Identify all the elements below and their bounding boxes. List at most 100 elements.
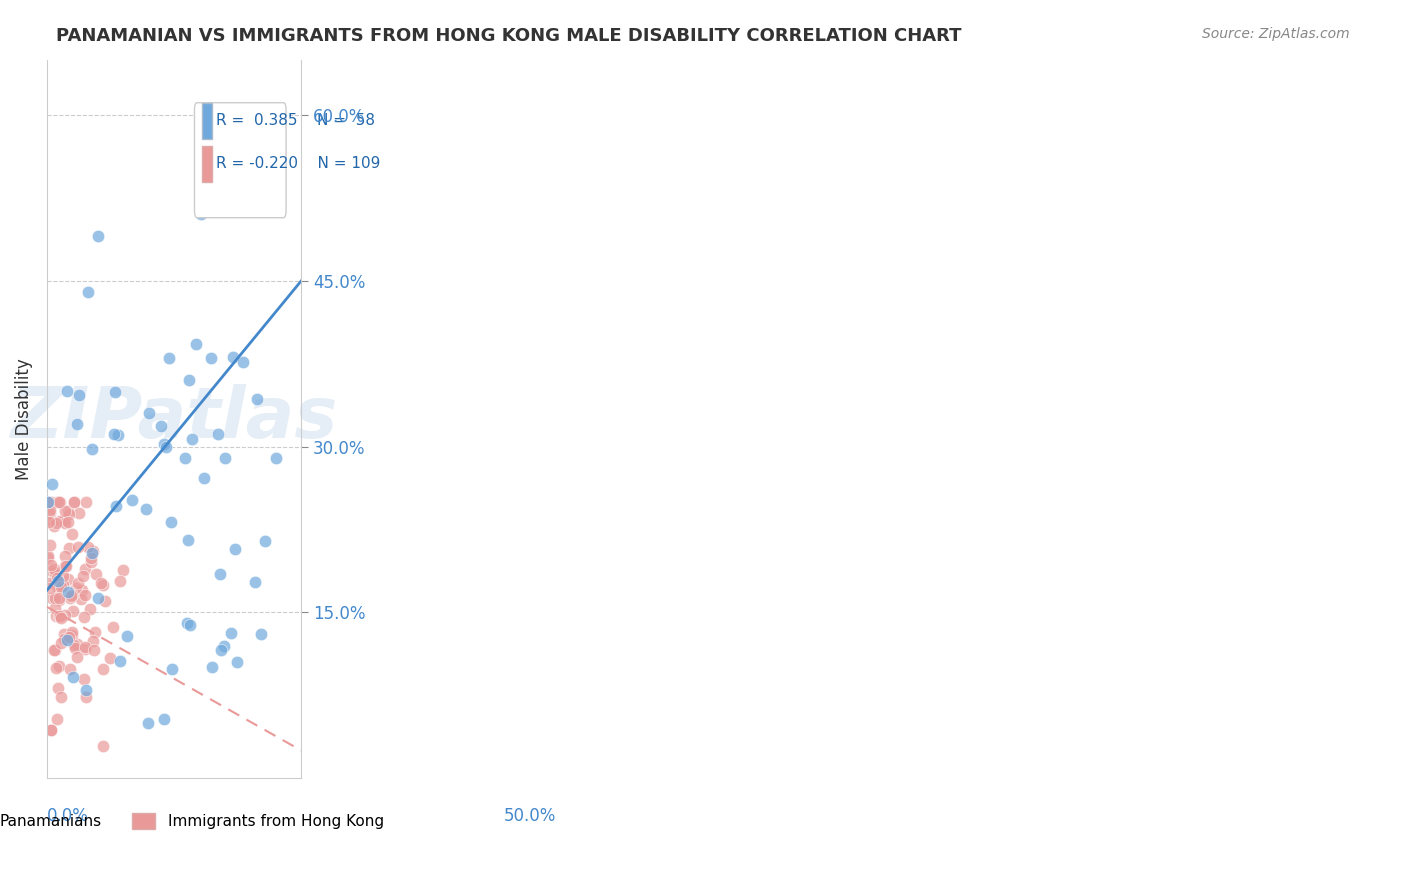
FancyBboxPatch shape [202, 103, 212, 138]
Point [49, 580, 72, 594]
Point [93, 739, 115, 753]
Point [80, 555, 103, 569]
Point [55, 549, 77, 563]
Point [104, 384, 127, 399]
Point [208, 567, 231, 582]
Point [87, 591, 110, 605]
Point [254, 533, 277, 548]
Point [249, 627, 271, 641]
Point [79, 602, 101, 616]
Point [179, 618, 201, 632]
Point [48, 495, 70, 509]
Point [62, 638, 84, 652]
FancyBboxPatch shape [202, 145, 212, 182]
Point [66, 650, 89, 665]
Point [44, 601, 66, 615]
Point [190, 207, 212, 221]
Text: Source: ZipAtlas.com: Source: ZipAtlas.com [1202, 27, 1350, 41]
Point [46, 574, 69, 588]
Point [72, 583, 94, 598]
Point [46, 571, 69, 585]
Point [46, 681, 69, 695]
Point [63, 495, 86, 509]
Point [117, 629, 139, 643]
Point [41, 723, 63, 737]
Point [82, 633, 104, 648]
Point [53, 608, 76, 623]
Point [48, 593, 70, 607]
Point [179, 373, 201, 387]
Point [44, 519, 66, 533]
Point [160, 515, 183, 529]
Point [39, 507, 62, 521]
Point [48, 591, 70, 605]
Point [214, 450, 236, 465]
Point [62, 604, 84, 618]
Point [86, 566, 108, 581]
Point [82, 546, 104, 560]
Point [90, 576, 112, 591]
Point [136, 715, 159, 730]
Point [157, 351, 180, 365]
Point [173, 450, 195, 465]
Point [155, 441, 177, 455]
Point [37, 549, 59, 563]
Point [80, 551, 103, 566]
Point [200, 351, 222, 366]
Point [45, 661, 67, 675]
Point [62, 669, 84, 683]
Text: ZIPatlas: ZIPatlas [10, 384, 337, 453]
Point [44, 566, 66, 581]
Point [135, 502, 157, 516]
Point [72, 569, 94, 583]
Point [177, 533, 200, 547]
Point [69, 388, 91, 402]
Point [48, 609, 70, 624]
Point [222, 350, 245, 364]
Point [44, 562, 66, 576]
Point [63, 495, 86, 509]
Point [49, 690, 72, 705]
Point [75, 588, 97, 602]
Point [84, 624, 107, 639]
Point [49, 611, 72, 625]
Point [38, 581, 60, 595]
Point [201, 660, 224, 674]
Point [103, 426, 125, 441]
Point [73, 640, 96, 654]
Point [41, 723, 63, 737]
Point [37, 550, 59, 565]
FancyBboxPatch shape [194, 103, 285, 218]
Point [52, 577, 75, 591]
Point [56, 585, 79, 599]
Point [77, 540, 100, 554]
Point [75, 642, 97, 657]
Point [65, 581, 87, 595]
Point [53, 626, 76, 640]
Point [41, 591, 63, 605]
Point [58, 541, 80, 556]
Point [98, 650, 121, 665]
Point [49, 495, 72, 509]
Point [73, 610, 96, 624]
Text: PANAMANIAN VS IMMIGRANTS FROM HONG KONG MALE DISABILITY CORRELATION CHART: PANAMANIAN VS IMMIGRANTS FROM HONG KONG … [56, 27, 962, 45]
Point [153, 437, 176, 451]
Text: 0.0%: 0.0% [46, 807, 89, 825]
Point [39, 503, 62, 517]
Point [41, 476, 63, 491]
Point [55, 558, 77, 573]
Point [49, 636, 72, 650]
Point [45, 495, 67, 509]
Point [101, 620, 124, 634]
Point [60, 526, 83, 541]
Point [38, 506, 60, 520]
Point [60, 588, 83, 602]
Point [69, 591, 91, 606]
Point [153, 712, 176, 726]
Point [138, 406, 160, 420]
Point [67, 506, 90, 520]
Point [221, 626, 243, 640]
Point [150, 418, 173, 433]
Text: R = -0.220    N = 109: R = -0.220 N = 109 [217, 156, 381, 171]
Point [53, 513, 76, 527]
